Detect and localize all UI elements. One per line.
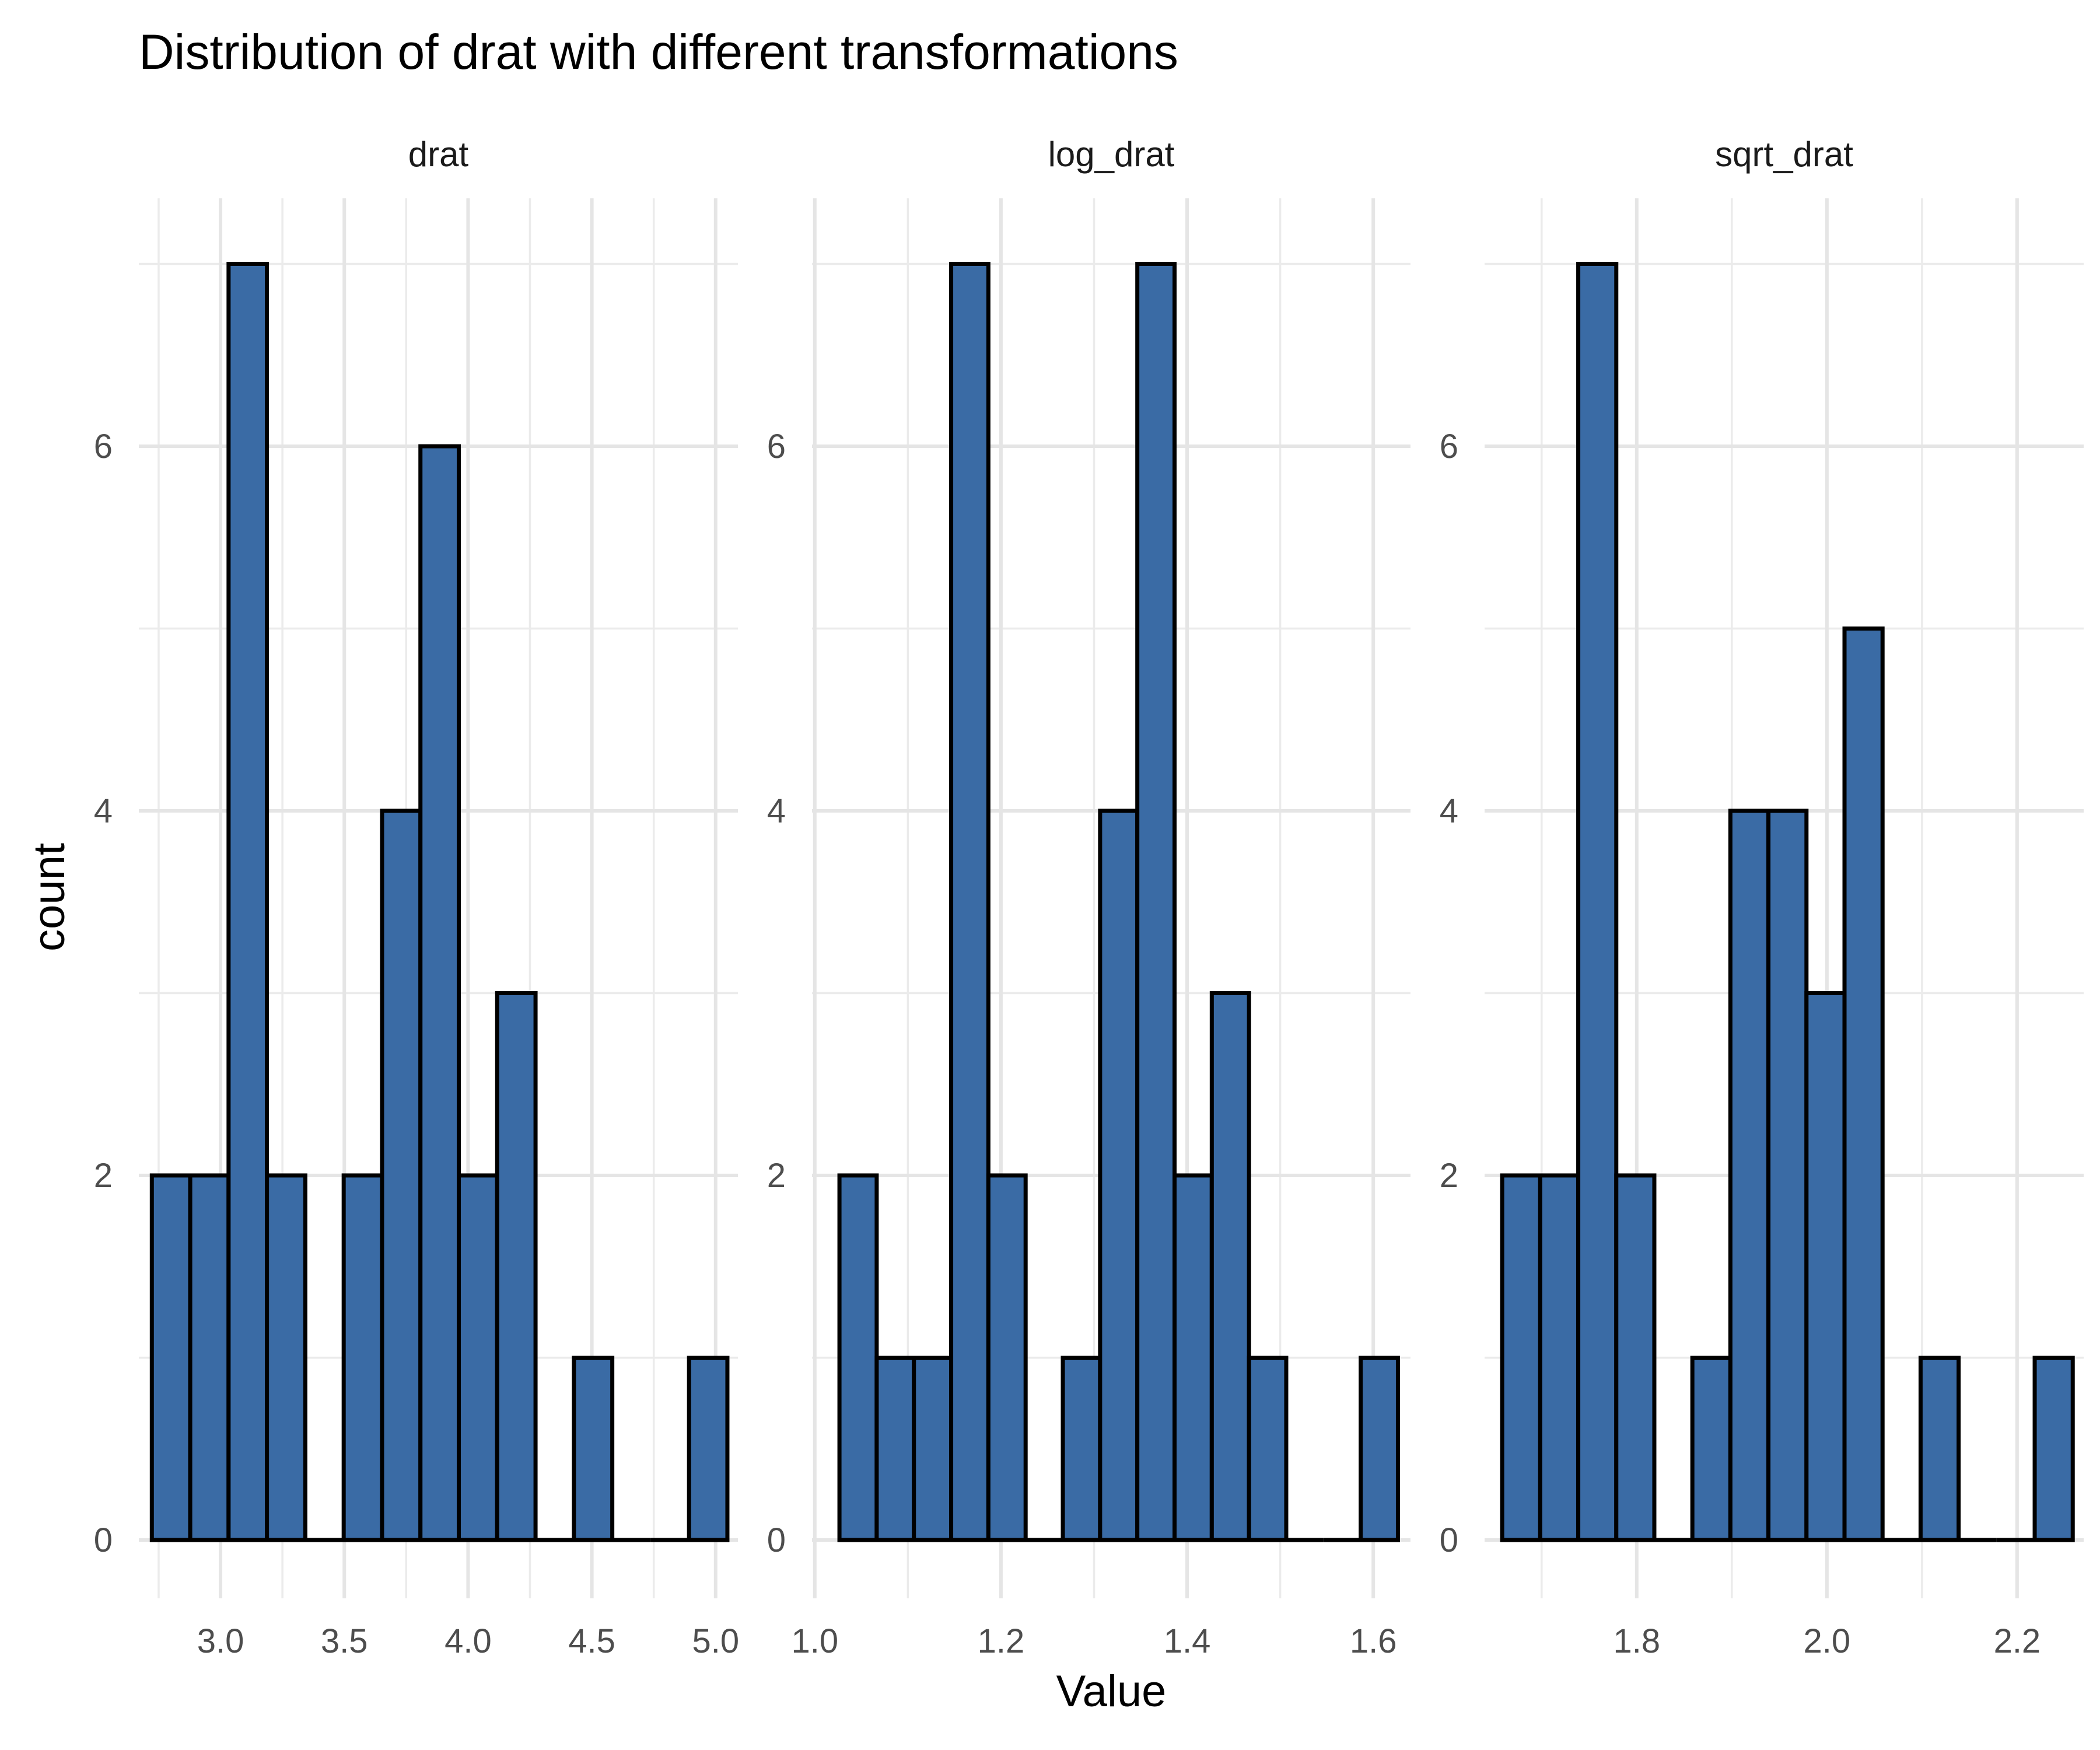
histogram-bar (572, 1356, 615, 1542)
facet-strip-label: sqrt_drat (1715, 135, 1853, 174)
histogram-bar (226, 262, 270, 1542)
histogram-bar (1538, 1173, 1581, 1542)
y-tick-label: 6 (94, 428, 113, 466)
histogram-bar (1576, 262, 1619, 1542)
y-tick-label: 4 (94, 792, 113, 830)
histogram-bar (457, 1173, 499, 1542)
histogram-bar (2032, 1356, 2075, 1542)
y-tick-label: 2 (1440, 1157, 1458, 1195)
x-tick-label: 2.2 (1994, 1622, 2041, 1660)
chart-title: Distribution of drat with different tran… (139, 24, 1178, 79)
histogram-bar (1728, 808, 1771, 1542)
x-tick-label: 4.5 (568, 1622, 615, 1660)
histogram-bar (1918, 1356, 1961, 1542)
histogram-bar (986, 1173, 1028, 1542)
x-tick-label: 1.4 (1164, 1622, 1211, 1660)
histogram-bar (949, 262, 991, 1542)
x-tick-label: 3.5 (321, 1622, 368, 1660)
facet-strip-label: drat (408, 135, 469, 174)
histogram-bar (149, 1173, 192, 1542)
histogram-bar (1766, 808, 1809, 1542)
histogram-bar (1614, 1173, 1657, 1542)
histogram-bar (874, 1356, 916, 1542)
histogram-bar (418, 444, 461, 1542)
histogram-bar (1172, 1173, 1214, 1542)
x-tick-label: 5.0 (692, 1622, 739, 1660)
facets: drat 3.0 3.5 4.0 4.5 5.0 0 2 4 6 log_drat 1.0 1.2 1.4… (94, 135, 2084, 1660)
histogram-bar (188, 1173, 231, 1542)
histogram-bar (495, 991, 538, 1542)
histogram-bar (341, 1173, 384, 1542)
y-tick-label: 0 (767, 1521, 786, 1559)
histogram-bar (1500, 1173, 1542, 1542)
x-tick-label: 1.8 (1614, 1622, 1661, 1660)
y-tick-label: 0 (94, 1521, 113, 1559)
y-tick-label: 2 (767, 1157, 786, 1195)
histogram-bar (1842, 626, 1885, 1542)
histogram-bar (1098, 808, 1140, 1542)
histogram-bar (837, 1173, 879, 1542)
facet-strip-label: log_drat (1048, 135, 1175, 174)
histogram-bar (1804, 991, 1847, 1542)
histogram-bar (687, 1356, 730, 1542)
histogram-bar (1060, 1356, 1102, 1542)
histogram-bar (1135, 262, 1177, 1542)
histogram-bar (1247, 1356, 1289, 1542)
y-tick-label: 6 (1440, 428, 1458, 466)
histogram-bar (912, 1356, 954, 1542)
histogram-bar (380, 808, 423, 1542)
y-tick-label: 2 (94, 1157, 113, 1195)
facet-panel-sqrt_drat: sqrt_drat 1.8 2.0 2.2 0 2 4 6 (1440, 135, 2084, 1660)
x-tick-label: 3.0 (197, 1622, 244, 1660)
histogram-bar (265, 1173, 307, 1542)
x-axis-title: Value (1056, 1667, 1167, 1716)
x-tick-label: 1.2 (978, 1622, 1025, 1660)
x-tick-label: 2.0 (1804, 1622, 1851, 1660)
x-tick-label: 1.0 (791, 1622, 838, 1660)
y-tick-label: 0 (1440, 1521, 1458, 1559)
x-tick-label: 4.0 (444, 1622, 492, 1660)
y-tick-label: 6 (767, 428, 786, 466)
facet-panel-drat: drat 3.0 3.5 4.0 4.5 5.0 0 2 4 6 (94, 135, 739, 1660)
histogram-bar (1690, 1356, 1732, 1542)
histogram-bar (1209, 991, 1251, 1542)
histogram-bar (1359, 1356, 1400, 1542)
y-tick-label: 4 (1440, 792, 1458, 830)
y-axis-title: count (24, 843, 74, 951)
y-tick-label: 4 (767, 792, 786, 830)
facet-panel-log_drat: log_drat 1.0 1.2 1.4 1.6 0 2 4 6 (767, 135, 1410, 1660)
x-tick-label: 1.6 (1350, 1622, 1397, 1660)
